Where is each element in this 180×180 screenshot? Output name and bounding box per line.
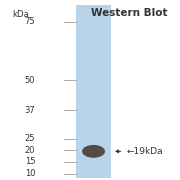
Text: 37: 37 — [24, 106, 35, 115]
Text: 75: 75 — [25, 17, 35, 26]
Text: Western Blot: Western Blot — [91, 8, 167, 18]
Text: 15: 15 — [25, 157, 35, 166]
Text: 25: 25 — [25, 134, 35, 143]
Text: 20: 20 — [25, 146, 35, 155]
Text: ←19kDa: ←19kDa — [126, 147, 163, 156]
Ellipse shape — [82, 145, 105, 158]
Text: 10: 10 — [25, 169, 35, 178]
Text: kDa: kDa — [12, 10, 29, 19]
Bar — [76, 5, 111, 178]
Text: 50: 50 — [25, 76, 35, 85]
